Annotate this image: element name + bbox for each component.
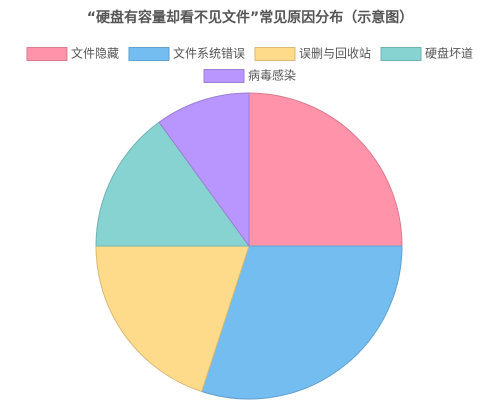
pie-slice [158,92,250,248]
legend-label: 误删与回收站 [299,47,371,61]
pie-slice [95,121,250,247]
legend-label: 文件隐藏 [71,46,119,61]
legend-label: 文件系统错误 [173,46,245,61]
legend-swatch [128,47,170,61]
legend-label: 病毒感染 [248,68,296,83]
pie-slice [248,92,403,247]
pie-slice [201,245,403,400]
legend-swatch [26,47,68,61]
legend-swatch [254,47,296,61]
chart-title: “硬盘有容量却看不见文件”常见原因分布（示意图） [87,9,413,26]
legend-label: 硬盘坏道 [425,46,473,61]
legend-swatch [203,69,245,83]
legend-swatch [380,47,422,61]
pie-slice [95,245,250,393]
